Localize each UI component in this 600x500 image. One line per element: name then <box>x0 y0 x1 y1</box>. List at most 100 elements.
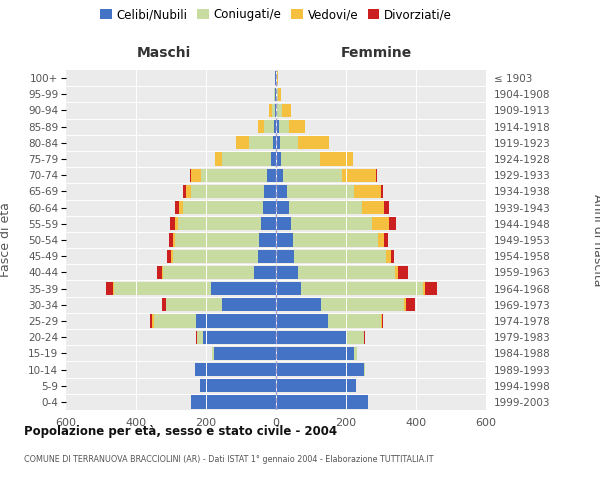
Bar <box>276 168 283 182</box>
Bar <box>212 346 214 360</box>
Text: Femmine: Femmine <box>341 46 412 60</box>
Bar <box>354 346 357 360</box>
Bar <box>275 104 276 117</box>
Bar <box>276 185 287 198</box>
Bar <box>293 234 377 246</box>
Bar <box>175 201 179 214</box>
Bar <box>191 185 264 198</box>
Bar <box>222 298 276 312</box>
Bar <box>276 234 293 246</box>
Bar <box>320 152 353 166</box>
Bar <box>263 201 276 214</box>
Bar <box>276 314 328 328</box>
Bar <box>150 314 152 328</box>
Bar <box>157 266 161 279</box>
Bar <box>275 72 276 85</box>
Bar <box>154 314 196 328</box>
Bar <box>196 314 276 328</box>
Text: Fasce di età: Fasce di età <box>0 202 13 278</box>
Bar <box>389 217 396 230</box>
Bar <box>362 201 384 214</box>
Bar <box>197 330 203 344</box>
Bar <box>114 282 211 295</box>
Bar <box>298 266 395 279</box>
Bar <box>276 250 294 263</box>
Bar <box>276 88 277 101</box>
Bar <box>376 168 377 182</box>
Bar <box>283 104 290 117</box>
Bar <box>172 250 173 263</box>
Bar <box>236 136 250 149</box>
Bar <box>276 152 281 166</box>
Bar <box>274 120 276 134</box>
Text: Anni di nascita: Anni di nascita <box>590 194 600 286</box>
Bar <box>152 314 154 328</box>
Bar <box>271 152 276 166</box>
Bar <box>283 168 342 182</box>
Bar <box>276 346 354 360</box>
Bar <box>201 168 267 182</box>
Bar <box>354 185 381 198</box>
Bar <box>259 234 276 246</box>
Bar <box>106 282 113 295</box>
Bar <box>406 298 415 312</box>
Bar <box>364 363 365 376</box>
Bar <box>211 282 276 295</box>
Bar <box>276 298 321 312</box>
Bar <box>287 185 354 198</box>
Bar <box>384 201 389 214</box>
Bar <box>277 72 278 85</box>
Bar <box>391 250 394 263</box>
Text: Popolazione per età, sesso e stato civile - 2004: Popolazione per età, sesso e stato civil… <box>24 425 337 438</box>
Bar <box>166 298 222 312</box>
Bar <box>395 266 398 279</box>
Bar <box>195 363 276 376</box>
Bar <box>167 250 172 263</box>
Text: Maschi: Maschi <box>137 46 191 60</box>
Bar <box>277 104 282 117</box>
Bar <box>381 185 383 198</box>
Bar <box>190 168 191 182</box>
Bar <box>258 250 276 263</box>
Bar <box>276 120 279 134</box>
Bar <box>276 282 301 295</box>
Bar <box>321 298 404 312</box>
Bar <box>381 314 382 328</box>
Bar <box>265 120 274 134</box>
Bar <box>169 234 173 246</box>
Bar <box>200 379 276 392</box>
Bar <box>170 217 175 230</box>
Bar <box>113 282 114 295</box>
Bar <box>161 266 163 279</box>
Bar <box>294 250 386 263</box>
Bar <box>404 298 406 312</box>
Bar <box>163 266 254 279</box>
Bar <box>269 104 272 117</box>
Bar <box>175 234 259 246</box>
Bar <box>276 217 290 230</box>
Bar <box>223 152 271 166</box>
Bar <box>191 168 201 182</box>
Bar <box>258 120 265 134</box>
Bar <box>215 152 223 166</box>
Bar <box>301 282 423 295</box>
Bar <box>289 120 305 134</box>
Bar <box>276 363 364 376</box>
Bar <box>298 136 329 149</box>
Bar <box>377 234 384 246</box>
Bar <box>186 185 191 198</box>
Bar <box>281 152 320 166</box>
Bar <box>267 168 276 182</box>
Bar <box>425 282 437 295</box>
Bar <box>162 298 166 312</box>
Bar <box>182 185 186 198</box>
Bar <box>276 136 280 149</box>
Bar <box>276 396 368 408</box>
Bar <box>384 234 388 246</box>
Bar <box>372 217 389 230</box>
Bar <box>191 396 276 408</box>
Bar <box>203 330 276 344</box>
Bar <box>196 330 197 344</box>
Bar <box>173 250 258 263</box>
Bar <box>178 217 262 230</box>
